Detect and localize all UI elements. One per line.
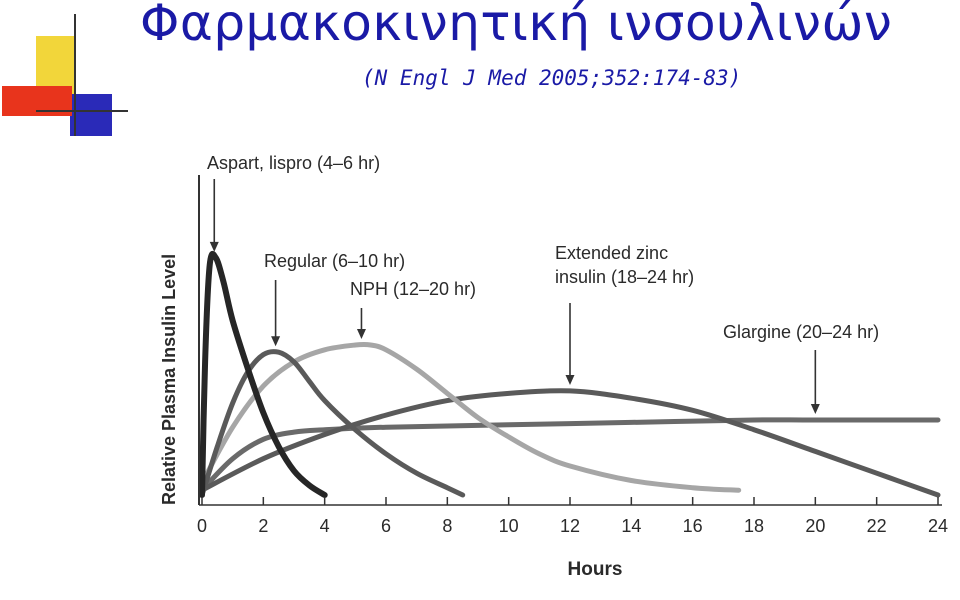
x-tick-label: 20 (805, 516, 825, 536)
logo (2, 14, 128, 136)
series-line-nph-12-20-hr (199, 341, 742, 493)
annotation-arrow-head (209, 241, 219, 252)
x-tick-label: 22 (867, 516, 887, 536)
series-line-extended-zinc-insulin-18-24-hr (199, 388, 941, 498)
annotation-nph-12-20-hr: NPH (12–20 hr) (350, 279, 476, 299)
x-tick-label: 4 (320, 516, 330, 536)
x-tick-label: 14 (621, 516, 641, 536)
annotation-regular-6-10-hr: Regular (6–10 hr) (264, 251, 405, 271)
chart-container: 0 2 4 6 8 10 12 14 16 18 20 22 24 Aspart, lispro (4–… (130, 135, 960, 596)
logo-yellow-square (36, 36, 76, 94)
x-tick-label: 18 (744, 516, 764, 536)
annotation-glargine-20-24-hr: Glargine (20–24 hr) (723, 322, 879, 342)
insulin-pharmacokinetics-chart: 0 2 4 6 8 10 12 14 16 18 20 22 24 Aspart, lispro (4–… (159, 153, 948, 580)
x-ticks-layer: 0 2 4 6 8 10 12 14 16 18 20 22 24 (197, 497, 948, 536)
x-tick-label: 10 (499, 516, 519, 536)
x-tick-label: 12 (560, 516, 580, 536)
series-line-regular-6-10-hr (199, 349, 466, 498)
annotation-arrow-head (810, 403, 820, 414)
y-axis-label: Relative Plasma Insulin Level (159, 254, 179, 505)
x-tick-label: 2 (258, 516, 268, 536)
x-axis-label: Hours (568, 559, 623, 580)
series-line-aspart-lispro-4-6-hr (199, 250, 328, 498)
x-tick-label: 24 (928, 516, 948, 536)
x-tick-label: 6 (381, 516, 391, 536)
annotation-aspart-lispro-4-6-hr: Aspart, lispro (4–6 hr) (207, 153, 380, 173)
slide-title: Φαρμακοκινητική ινσουλινών (140, 0, 893, 52)
slide-subtitle: (N Engl J Med 2005;352:174-83) (362, 66, 742, 90)
annotation-arrow-head (356, 328, 366, 339)
annotation-extended-zinc-insulin-18-24-hr: Extended zinc insulin (18–24 hr) (555, 243, 694, 287)
curves-layer (199, 250, 941, 498)
x-tick-label: 0 (197, 516, 207, 536)
series-line-glargine-20-24-hr (199, 417, 941, 493)
x-tick-label: 16 (683, 516, 703, 536)
x-tick-label: 8 (442, 516, 452, 536)
annotation-arrow-head (565, 374, 575, 385)
annotation-arrow-head (271, 336, 281, 347)
annotations-layer: Aspart, lispro (4–6 hr) Regular (6–10 hr)… (207, 153, 879, 414)
logo-blue-square (70, 94, 112, 136)
